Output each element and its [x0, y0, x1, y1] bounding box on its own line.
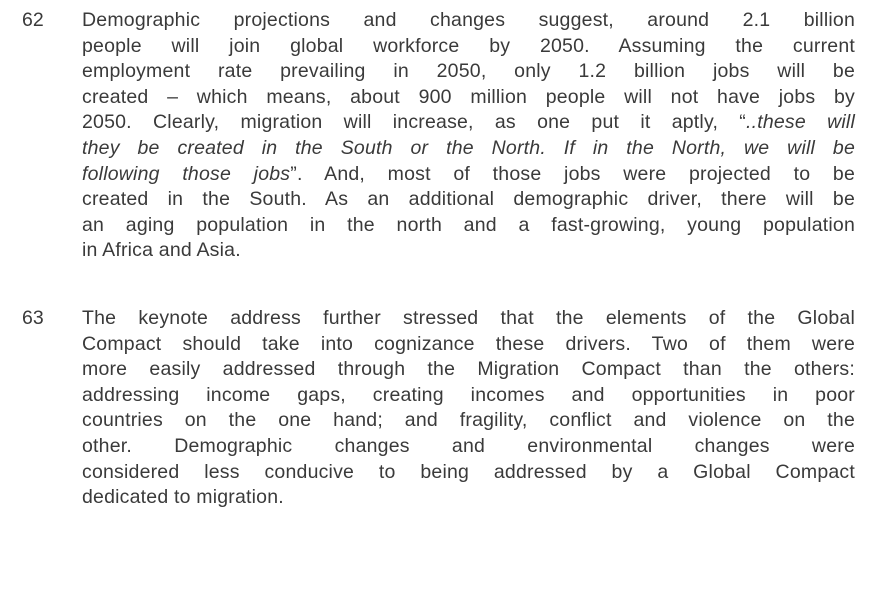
text-line: they be created in the South or the Nort…: [82, 136, 855, 162]
text: The keynote address further stressed tha…: [82, 307, 855, 329]
italic-text: ..these will: [745, 111, 855, 134]
text: Demographic projections and changes sugg…: [82, 9, 855, 31]
text-line: The keynote address further stressed tha…: [82, 306, 855, 332]
text-line: more easily addressed through the Migrat…: [82, 357, 855, 383]
text-line: 2050. Clearly, migration will increase, …: [82, 110, 855, 136]
italic-text: they be created in the South or the Nort…: [82, 136, 855, 159]
text-line: other. Demographic changes and environme…: [82, 434, 855, 460]
italic-text: following those jobs: [82, 162, 291, 185]
text: dedicated to migration.: [82, 486, 284, 509]
text: people will join global workforce by 205…: [82, 34, 855, 57]
text: considered less conducive to being addre…: [82, 460, 855, 483]
text: other. Demographic changes and environme…: [82, 434, 855, 457]
text-line: countries on the one hand; and fragility…: [82, 408, 855, 434]
text: ”. And, most of those jobs were projecte…: [290, 162, 856, 185]
text-line: Compact should take into cognizance thes…: [82, 332, 855, 358]
text-line: following those jobs”. And, most of thos…: [82, 162, 855, 188]
text-line: people will join global workforce by 205…: [82, 34, 855, 60]
paragraph-body: Demographic projections and changes sugg…: [82, 8, 855, 264]
text: employment rate prevailing in 2050, only…: [82, 60, 855, 83]
text-line: Demographic projections and changes sugg…: [82, 8, 855, 34]
text-line: employment rate prevailing in 2050, only…: [82, 59, 855, 85]
text-line: considered less conducive to being addre…: [82, 460, 855, 486]
text: created – which means, about 900 million…: [82, 85, 855, 108]
text-line: created in the South. As an additional d…: [82, 187, 855, 213]
text: in Africa and Asia.: [82, 239, 241, 262]
paragraph-number: 62: [22, 9, 44, 31]
text: an aging population in the north and a f…: [82, 213, 855, 236]
text: Compact should take into cognizance thes…: [82, 332, 855, 355]
text-line: dedicated to migration.: [82, 485, 855, 511]
text: countries on the one hand; and fragility…: [82, 409, 855, 432]
paragraph-body: The keynote address further stressed tha…: [82, 306, 855, 511]
text: more easily addressed through the Migrat…: [82, 358, 855, 381]
text: created in the South. As an additional d…: [82, 188, 855, 211]
text: addressing income gaps, creating incomes…: [82, 383, 855, 406]
text-line: an aging population in the north and a f…: [82, 213, 855, 239]
text-line: in Africa and Asia.: [82, 238, 855, 264]
text: 2050. Clearly, migration will increase, …: [82, 111, 746, 134]
text-line: created – which means, about 900 million…: [82, 85, 855, 111]
paragraph-number: 63: [22, 307, 44, 329]
text-line: addressing income gaps, creating incomes…: [82, 383, 855, 409]
